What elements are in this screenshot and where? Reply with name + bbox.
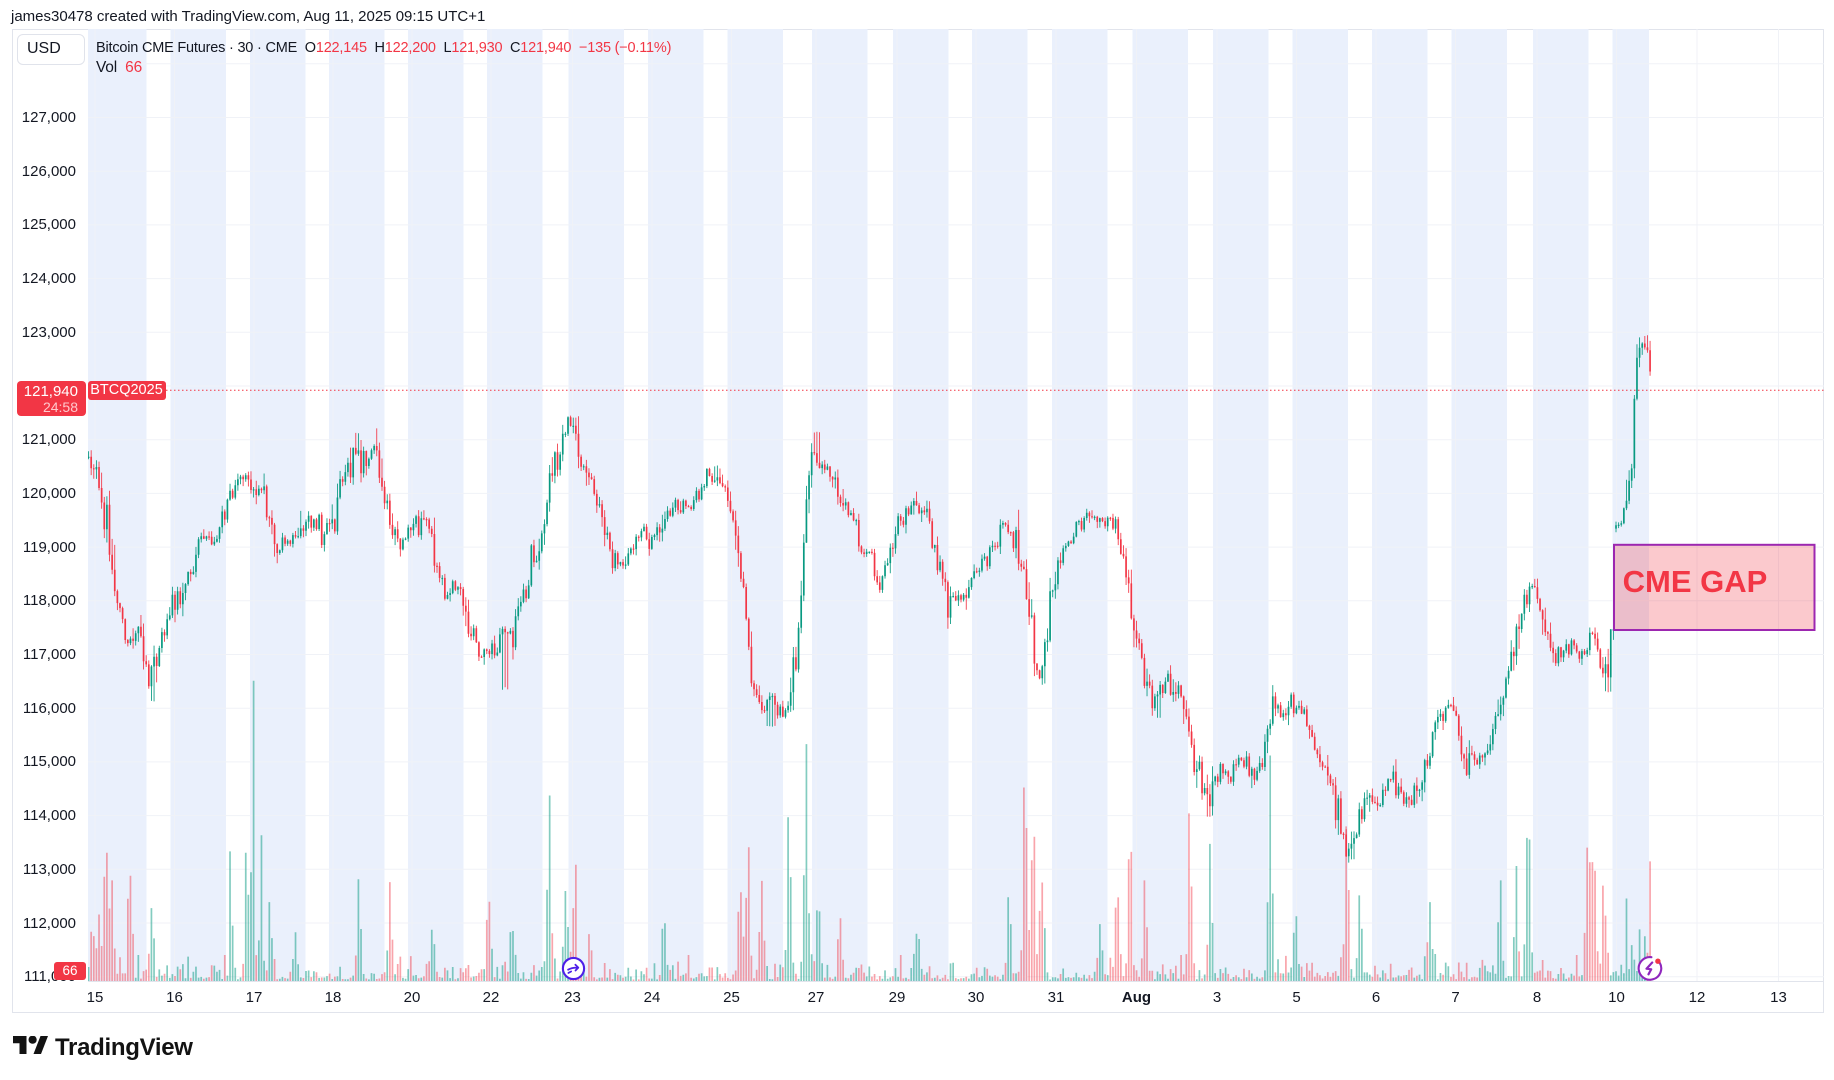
svg-text:CME GAP: CME GAP bbox=[1623, 564, 1768, 599]
